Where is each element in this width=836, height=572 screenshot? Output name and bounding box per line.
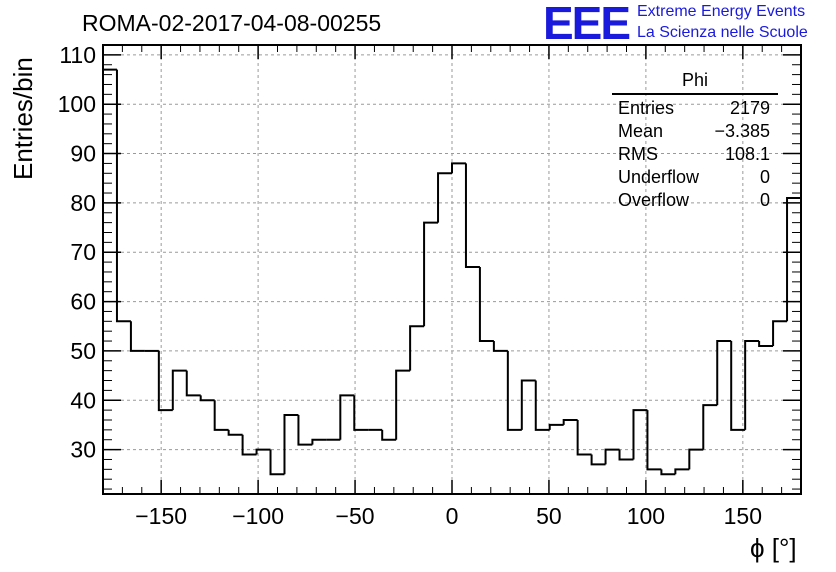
- histogram-bin: [464, 163, 480, 269]
- axis-tick-labels: −150 −100 −50 0 50 100 150 30 40 50 60 70 80 90 100 110: [58, 42, 762, 529]
- axis-ticks: [103, 44, 801, 494]
- stats-label: Entries: [618, 98, 675, 118]
- histogram-bin: [520, 379, 536, 430]
- stats-value: −3.385: [714, 121, 770, 141]
- histogram-bin: [213, 400, 229, 431]
- histogram-bin: [604, 448, 620, 465]
- x-tick-label: 50: [536, 503, 562, 529]
- y-tick-label: 110: [59, 42, 96, 68]
- stats-row: RMS 108.1: [612, 143, 778, 166]
- stats-value: 108.1: [724, 144, 770, 164]
- histogram-bin: [311, 438, 327, 445]
- x-tick-label: −150: [135, 503, 187, 529]
- eee-logo: EEE: [543, 0, 631, 49]
- stats-label: Overflow: [618, 190, 690, 210]
- histogram-bin: [772, 320, 788, 346]
- histogram-bin: [199, 395, 215, 402]
- chart-title: ROMA-02-2017-04-08-00255: [82, 10, 382, 36]
- stats-label: RMS: [618, 144, 658, 164]
- stats-row: Overflow 0: [612, 189, 778, 212]
- histogram-bin: [548, 423, 564, 430]
- histogram-bin: [562, 418, 578, 425]
- x-axis-label: ϕ [°]: [750, 533, 797, 563]
- stats-value: 0: [759, 167, 770, 187]
- histogram-bin: [492, 341, 508, 352]
- stats-label: Mean: [618, 121, 664, 141]
- histogram-bin: [157, 350, 173, 412]
- y-tick-label: 80: [70, 190, 96, 216]
- y-tick-label: 60: [70, 289, 96, 315]
- histogram-bin: [702, 404, 718, 450]
- y-tick-label: 30: [70, 437, 96, 463]
- histogram-bin: [171, 369, 187, 411]
- histogram-bin: [339, 394, 355, 440]
- stats-box: Phi Entries 2179 Mean −3.385 RMS 108.1 Unde…: [612, 70, 778, 212]
- histogram-bin: [590, 454, 606, 466]
- histogram-bin: [506, 350, 522, 431]
- histogram-bin: [409, 325, 425, 371]
- stats-label: Underflow: [618, 167, 700, 187]
- histogram-bin: [423, 221, 439, 327]
- histogram-bin: [716, 340, 732, 406]
- histogram-bin: [660, 469, 676, 476]
- y-axis-label: Entries/bin: [8, 57, 38, 180]
- histogram-bin: [618, 449, 634, 461]
- histogram-bin: [730, 341, 746, 431]
- logo-text-line1: Extreme Energy Events: [637, 3, 806, 20]
- histogram-bin: [255, 448, 271, 455]
- y-tick-label: 70: [70, 239, 96, 265]
- histogram-bin: [646, 410, 662, 471]
- histogram-bin: [185, 370, 201, 397]
- stats-row: Mean −3.385: [612, 120, 778, 143]
- histogram-bin: [451, 162, 466, 174]
- histogram-bin: [115, 69, 131, 323]
- x-tick-label: −50: [336, 503, 375, 529]
- y-tick-label: 100: [58, 91, 96, 117]
- histogram-bin: [478, 267, 494, 343]
- stats-header: Phi: [612, 70, 778, 95]
- histogram-bin: [744, 340, 760, 430]
- histogram-bin: [688, 448, 704, 470]
- y-tick-label: 50: [70, 338, 96, 364]
- x-tick-label: 100: [627, 503, 665, 529]
- histogram-bin: [381, 429, 397, 441]
- y-tick-label: 40: [70, 387, 96, 413]
- histogram-bin: [241, 434, 257, 456]
- histogram-bin: [534, 380, 550, 431]
- histogram-bin: [129, 321, 145, 352]
- y-tick-label: 90: [70, 141, 96, 167]
- histogram-bin: [227, 429, 243, 436]
- stats-value: 2179: [729, 98, 770, 118]
- logo-text-line2: La Scienza nelle Scuole: [637, 24, 808, 41]
- stats-value: 0: [759, 190, 770, 210]
- x-tick-label: 150: [724, 503, 762, 529]
- x-tick-label: −100: [232, 503, 284, 529]
- histogram-bin: [283, 414, 299, 475]
- histogram-bin: [297, 415, 313, 446]
- histogram-bin: [576, 419, 592, 456]
- histogram-bin: [632, 409, 648, 460]
- histogram-bin: [395, 369, 411, 440]
- stats-row: Entries 2179: [612, 97, 778, 120]
- histogram-bin: [353, 395, 369, 431]
- histogram-bin: [758, 341, 774, 347]
- stats-row: Underflow 0: [612, 166, 778, 189]
- histogram-bin: [674, 468, 690, 475]
- histogram-bin: [437, 172, 452, 223]
- histogram-bin: [269, 449, 285, 476]
- x-tick-label: 0: [446, 503, 459, 529]
